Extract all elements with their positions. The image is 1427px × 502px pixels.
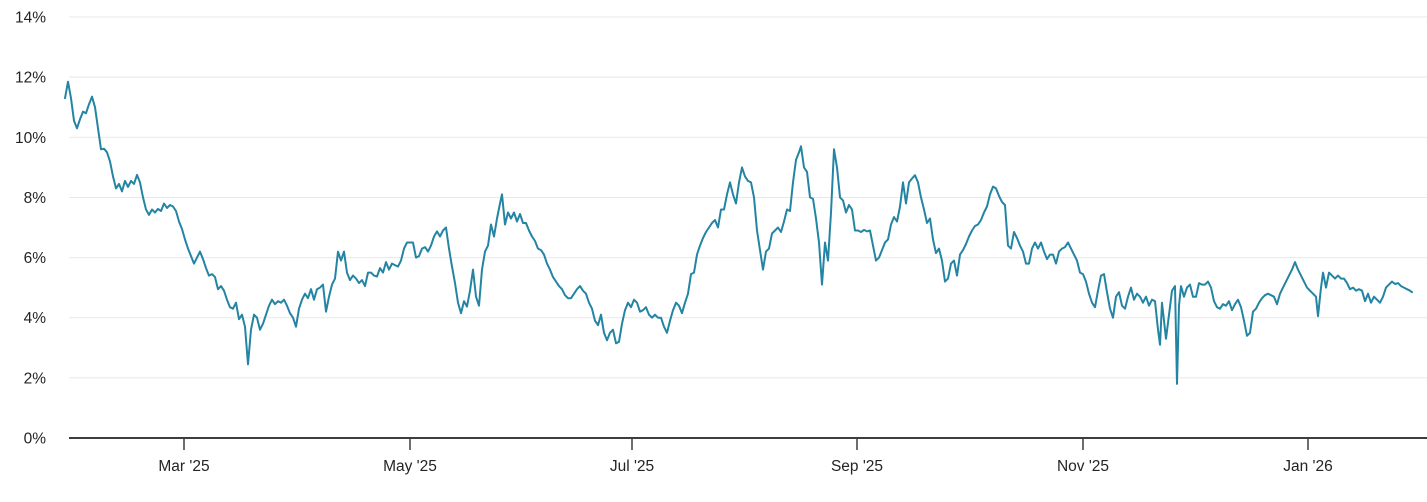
y-tick-label: 6% (24, 250, 47, 267)
y-tick-label: 4% (24, 310, 47, 327)
y-tick-label: 12% (15, 70, 46, 87)
data-line[interactable] (64, 80, 1413, 385)
axis-group (69, 437, 1427, 450)
labels-group: 14% 12% 10% 8% 6% 4% 2% 0% Mar '25 May '25 Jul '25… (15, 10, 1333, 475)
x-tick-label: Mar '25 (158, 458, 209, 475)
x-tick-label: Nov '25 (1057, 458, 1109, 475)
y-tick-label: 14% (15, 10, 46, 27)
series-group (64, 80, 1413, 385)
y-tick-label: 8% (24, 190, 47, 207)
x-tick-label: Jan '26 (1283, 458, 1333, 475)
y-tick-label: 2% (24, 370, 47, 387)
y-tick-label: 0% (24, 431, 47, 448)
x-tick-label: May '25 (383, 458, 437, 475)
x-tick-label: Sep '25 (831, 458, 883, 475)
gridlines-group (69, 16, 1427, 379)
y-tick-label: 10% (15, 130, 46, 147)
x-tick-label: Jul '25 (610, 458, 654, 475)
